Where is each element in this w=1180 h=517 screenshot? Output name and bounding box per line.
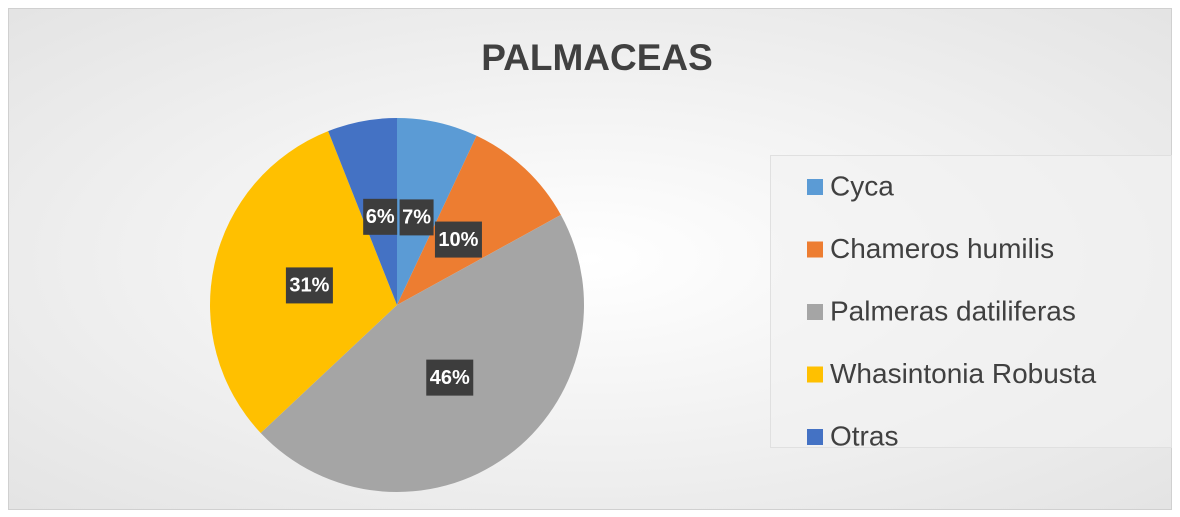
legend — [770, 155, 1172, 448]
legend-swatch — [807, 304, 823, 320]
pie-slice — [260, 214, 584, 492]
legend-label: Otras — [830, 420, 898, 451]
data-label-box — [399, 199, 434, 236]
legend-label: Palmeras datiliferas — [830, 295, 1076, 326]
data-label-box — [285, 267, 333, 304]
legend-label: Whasintonia Robusta — [830, 358, 1097, 389]
data-label: 46% — [430, 367, 470, 389]
data-label-box — [434, 221, 482, 258]
pie-slice — [397, 118, 477, 305]
legend-swatch — [807, 429, 823, 445]
data-label: 7% — [402, 207, 431, 229]
pie-slice — [397, 135, 561, 305]
data-label-box — [363, 198, 398, 235]
legend-swatch — [807, 241, 823, 258]
data-label-box — [426, 359, 474, 396]
legend-label: Cyca — [830, 170, 894, 201]
data-label: 10% — [438, 229, 478, 251]
data-label: 6% — [366, 206, 395, 228]
pie-slice — [328, 118, 397, 305]
data-label: 31% — [289, 275, 329, 297]
chart-title: PALMACEAS — [481, 37, 713, 78]
legend-label: Chameros humilis — [830, 233, 1054, 264]
legend-swatch — [807, 366, 823, 383]
legend-swatch — [807, 179, 823, 195]
